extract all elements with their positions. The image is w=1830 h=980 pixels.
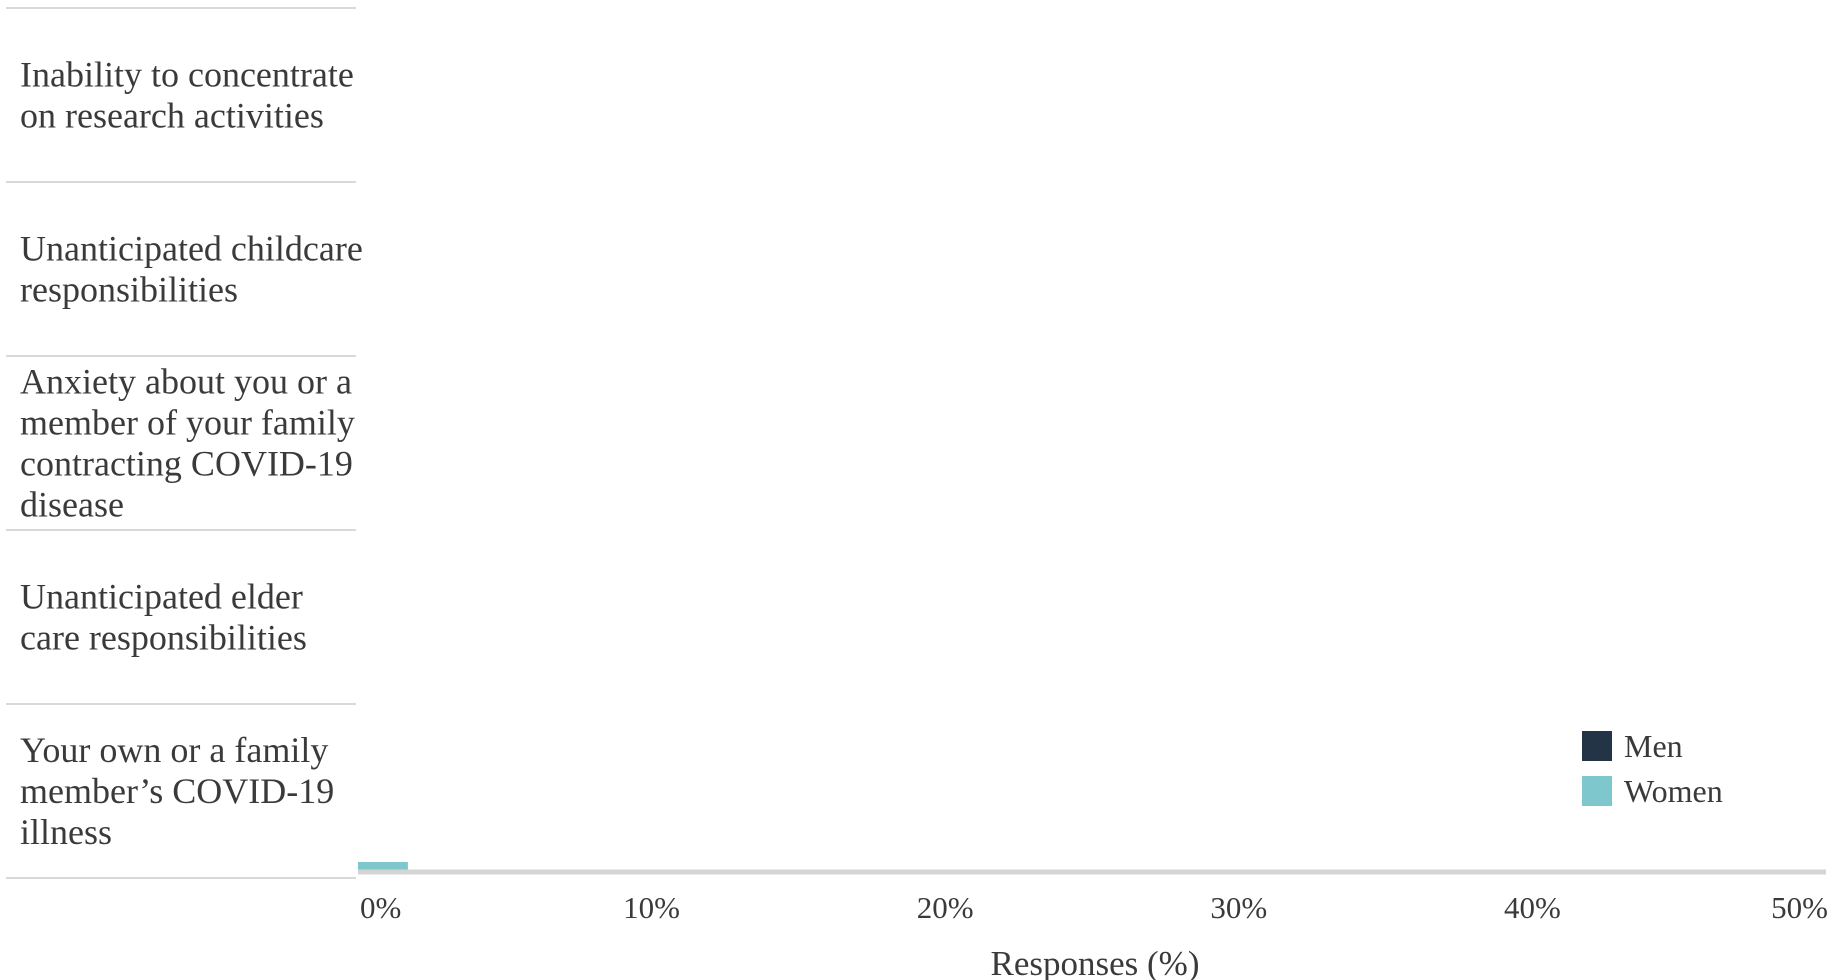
x-tick-label: 30% bbox=[1210, 890, 1267, 925]
category-label: Unanticipated childcare bbox=[20, 229, 363, 269]
category-label: care responsibilities bbox=[20, 618, 307, 658]
category-label: Unanticipated elder bbox=[20, 577, 303, 617]
x-tick-label: 0% bbox=[360, 890, 401, 925]
legend-swatch-men bbox=[1582, 731, 1612, 761]
bar-women bbox=[358, 862, 408, 872]
category-label: illness bbox=[20, 812, 112, 852]
category-label: Anxiety about you or a bbox=[20, 362, 352, 402]
legend-label-men: Men bbox=[1624, 728, 1683, 764]
legend-label-women: Women bbox=[1624, 773, 1723, 809]
x-tick-label: 40% bbox=[1504, 890, 1561, 925]
x-tick-labels: 0% 10% 20% 30% 40% 50% bbox=[360, 890, 1828, 925]
bars bbox=[358, 862, 408, 872]
x-tick-label: 10% bbox=[623, 890, 680, 925]
x-tick-label: 50% bbox=[1771, 890, 1828, 925]
row-separators bbox=[6, 7, 356, 879]
category-label: member’s COVID-19 bbox=[20, 771, 334, 811]
x-axis-title: Responses (%) bbox=[991, 944, 1200, 980]
category-label: on research activities bbox=[20, 96, 324, 136]
legend-swatch-women bbox=[1582, 776, 1612, 806]
category-label: disease bbox=[20, 485, 124, 525]
category-label: responsibilities bbox=[20, 270, 238, 310]
legend: Men Women bbox=[1582, 728, 1723, 809]
x-tick-label: 20% bbox=[917, 890, 974, 925]
category-label: member of your family bbox=[20, 403, 355, 443]
category-label: Your own or a family bbox=[20, 730, 328, 770]
category-label: Inability to concentrate bbox=[20, 55, 354, 95]
category-label: contracting COVID-19 bbox=[20, 444, 353, 484]
